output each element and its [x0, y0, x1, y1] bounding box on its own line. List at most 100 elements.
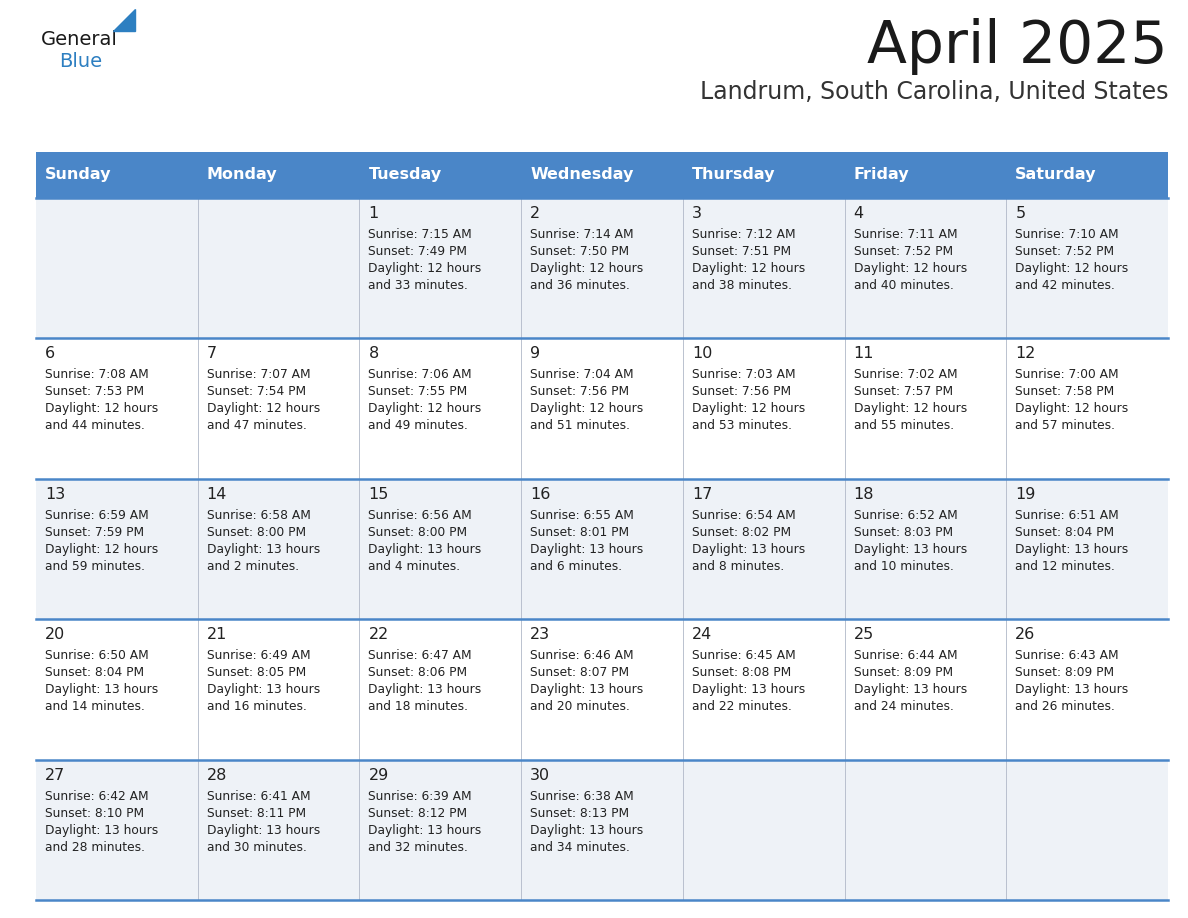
Polygon shape [113, 9, 135, 31]
Bar [36, 479, 1168, 620]
Text: and 2 minutes.: and 2 minutes. [207, 560, 299, 573]
Text: Sunrise: 6:55 AM: Sunrise: 6:55 AM [530, 509, 634, 521]
Text: 7: 7 [207, 346, 217, 362]
Text: 14: 14 [207, 487, 227, 502]
Text: Daylight: 12 hours: Daylight: 12 hours [530, 262, 644, 275]
Text: and 49 minutes.: and 49 minutes. [368, 420, 468, 432]
Text: Sunset: 8:07 PM: Sunset: 8:07 PM [530, 666, 630, 679]
Text: and 36 minutes.: and 36 minutes. [530, 279, 630, 292]
Text: 19: 19 [1016, 487, 1036, 502]
Text: Daylight: 12 hours: Daylight: 12 hours [691, 402, 805, 416]
Text: Daylight: 13 hours: Daylight: 13 hours [1016, 683, 1129, 696]
Text: Sunrise: 6:41 AM: Sunrise: 6:41 AM [207, 789, 310, 802]
Text: 25: 25 [853, 627, 874, 643]
Text: 9: 9 [530, 346, 541, 362]
Text: Daylight: 13 hours: Daylight: 13 hours [368, 543, 481, 555]
Text: Sunrise: 7:06 AM: Sunrise: 7:06 AM [368, 368, 472, 381]
Text: and 57 minutes.: and 57 minutes. [1016, 420, 1116, 432]
Text: Daylight: 13 hours: Daylight: 13 hours [207, 683, 320, 696]
Bar [36, 620, 1168, 759]
Text: Daylight: 13 hours: Daylight: 13 hours [530, 683, 644, 696]
Text: Daylight: 12 hours: Daylight: 12 hours [853, 262, 967, 275]
Text: Sunrise: 6:46 AM: Sunrise: 6:46 AM [530, 649, 633, 662]
Text: Sunrise: 7:04 AM: Sunrise: 7:04 AM [530, 368, 633, 381]
Text: Daylight: 12 hours: Daylight: 12 hours [853, 402, 967, 416]
Text: Sunrise: 7:14 AM: Sunrise: 7:14 AM [530, 228, 633, 241]
Text: Daylight: 12 hours: Daylight: 12 hours [1016, 402, 1129, 416]
Text: Daylight: 12 hours: Daylight: 12 hours [691, 262, 805, 275]
Text: Sunset: 8:13 PM: Sunset: 8:13 PM [530, 807, 630, 820]
Text: Daylight: 12 hours: Daylight: 12 hours [207, 402, 320, 416]
Text: General: General [42, 30, 118, 49]
Text: Sunset: 8:06 PM: Sunset: 8:06 PM [368, 666, 468, 679]
Text: Daylight: 13 hours: Daylight: 13 hours [853, 683, 967, 696]
Text: Sunset: 7:55 PM: Sunset: 7:55 PM [368, 386, 468, 398]
Text: Sunrise: 6:42 AM: Sunrise: 6:42 AM [45, 789, 148, 802]
Text: and 6 minutes.: and 6 minutes. [530, 560, 623, 573]
Text: Sunset: 7:51 PM: Sunset: 7:51 PM [691, 245, 791, 258]
Text: and 26 minutes.: and 26 minutes. [1016, 700, 1116, 713]
Text: 1: 1 [368, 206, 379, 221]
Text: Sunset: 7:54 PM: Sunset: 7:54 PM [207, 386, 305, 398]
Text: Sunset: 7:59 PM: Sunset: 7:59 PM [45, 526, 144, 539]
Text: Daylight: 12 hours: Daylight: 12 hours [1016, 262, 1129, 275]
Text: and 20 minutes.: and 20 minutes. [530, 700, 630, 713]
Text: Daylight: 12 hours: Daylight: 12 hours [530, 402, 644, 416]
Text: Sunset: 8:00 PM: Sunset: 8:00 PM [368, 526, 468, 539]
Text: Daylight: 13 hours: Daylight: 13 hours [45, 823, 158, 836]
Text: Sunrise: 6:38 AM: Sunrise: 6:38 AM [530, 789, 634, 802]
Text: and 51 minutes.: and 51 minutes. [530, 420, 630, 432]
Text: and 18 minutes.: and 18 minutes. [368, 700, 468, 713]
Text: Sunday: Sunday [45, 167, 112, 183]
Text: Sunrise: 7:15 AM: Sunrise: 7:15 AM [368, 228, 472, 241]
Text: Sunset: 7:52 PM: Sunset: 7:52 PM [853, 245, 953, 258]
Text: Wednesday: Wednesday [530, 167, 633, 183]
Bar [36, 759, 1168, 900]
Text: 26: 26 [1016, 627, 1036, 643]
Text: Sunset: 8:01 PM: Sunset: 8:01 PM [530, 526, 630, 539]
Text: Sunrise: 7:11 AM: Sunrise: 7:11 AM [853, 228, 958, 241]
Text: Monday: Monday [207, 167, 277, 183]
Text: Sunrise: 6:45 AM: Sunrise: 6:45 AM [691, 649, 796, 662]
Text: 20: 20 [45, 627, 65, 643]
Bar [36, 339, 1168, 479]
Text: Tuesday: Tuesday [368, 167, 442, 183]
Text: Sunset: 7:56 PM: Sunset: 7:56 PM [691, 386, 791, 398]
Text: Sunset: 8:10 PM: Sunset: 8:10 PM [45, 807, 144, 820]
Text: and 32 minutes.: and 32 minutes. [368, 841, 468, 854]
Text: 4: 4 [853, 206, 864, 221]
Text: Sunrise: 6:59 AM: Sunrise: 6:59 AM [45, 509, 148, 521]
Text: 18: 18 [853, 487, 874, 502]
Text: Sunrise: 7:08 AM: Sunrise: 7:08 AM [45, 368, 148, 381]
Text: Sunrise: 7:03 AM: Sunrise: 7:03 AM [691, 368, 796, 381]
Text: and 14 minutes.: and 14 minutes. [45, 700, 145, 713]
Text: and 40 minutes.: and 40 minutes. [853, 279, 954, 292]
Text: Daylight: 13 hours: Daylight: 13 hours [368, 683, 481, 696]
Text: 3: 3 [691, 206, 702, 221]
Text: and 8 minutes.: and 8 minutes. [691, 560, 784, 573]
Text: and 34 minutes.: and 34 minutes. [530, 841, 630, 854]
Text: and 30 minutes.: and 30 minutes. [207, 841, 307, 854]
Text: Sunset: 8:09 PM: Sunset: 8:09 PM [853, 666, 953, 679]
Text: Sunrise: 7:00 AM: Sunrise: 7:00 AM [1016, 368, 1119, 381]
Text: Daylight: 13 hours: Daylight: 13 hours [691, 543, 805, 555]
Text: Daylight: 12 hours: Daylight: 12 hours [45, 543, 158, 555]
Text: Sunset: 7:53 PM: Sunset: 7:53 PM [45, 386, 144, 398]
Text: and 10 minutes.: and 10 minutes. [853, 560, 954, 573]
Text: Daylight: 13 hours: Daylight: 13 hours [691, 683, 805, 696]
Text: Daylight: 12 hours: Daylight: 12 hours [368, 402, 481, 416]
Bar [36, 152, 1168, 198]
Text: Sunset: 8:04 PM: Sunset: 8:04 PM [1016, 526, 1114, 539]
Text: and 42 minutes.: and 42 minutes. [1016, 279, 1116, 292]
Text: 23: 23 [530, 627, 550, 643]
Text: 21: 21 [207, 627, 227, 643]
Text: Sunrise: 6:44 AM: Sunrise: 6:44 AM [853, 649, 958, 662]
Text: Sunset: 7:50 PM: Sunset: 7:50 PM [530, 245, 630, 258]
Text: Sunset: 7:52 PM: Sunset: 7:52 PM [1016, 245, 1114, 258]
Text: Sunrise: 7:10 AM: Sunrise: 7:10 AM [1016, 228, 1119, 241]
Text: and 33 minutes.: and 33 minutes. [368, 279, 468, 292]
Text: Sunrise: 6:54 AM: Sunrise: 6:54 AM [691, 509, 796, 521]
Text: and 38 minutes.: and 38 minutes. [691, 279, 792, 292]
Text: Blue: Blue [59, 52, 102, 71]
Text: 15: 15 [368, 487, 388, 502]
